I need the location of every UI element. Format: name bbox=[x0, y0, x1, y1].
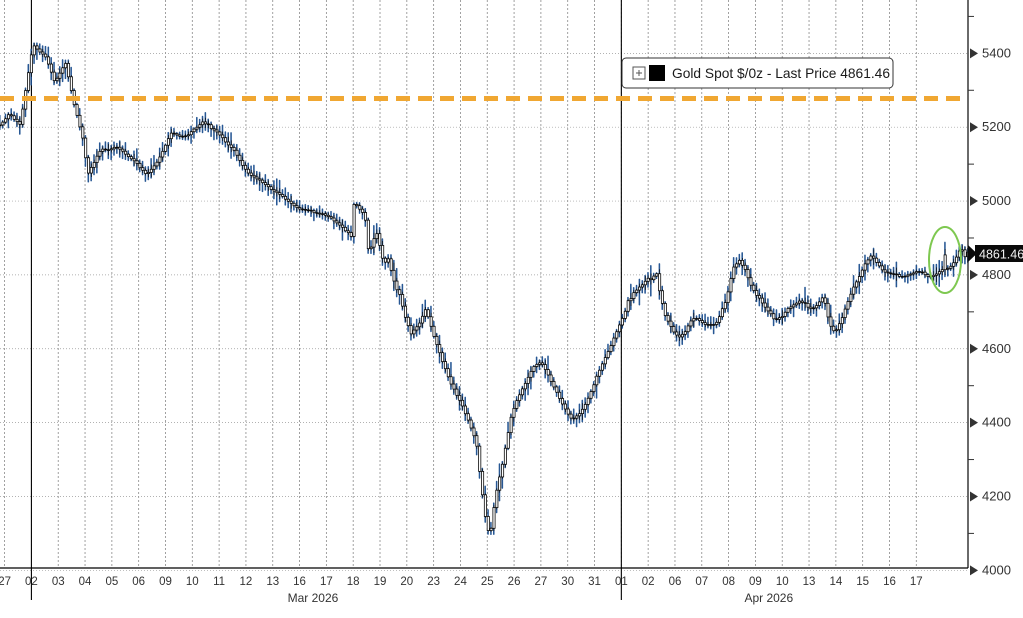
svg-text:23: 23 bbox=[427, 576, 440, 588]
svg-text:27: 27 bbox=[534, 576, 547, 588]
svg-text:11: 11 bbox=[213, 576, 225, 588]
svg-text:5200: 5200 bbox=[982, 119, 1011, 134]
svg-text:24: 24 bbox=[454, 576, 467, 588]
svg-text:01: 01 bbox=[615, 576, 628, 588]
svg-text:17: 17 bbox=[910, 576, 923, 588]
svg-text:10: 10 bbox=[776, 576, 789, 588]
svg-text:Apr 2026: Apr 2026 bbox=[744, 591, 793, 605]
svg-text:16: 16 bbox=[883, 576, 896, 588]
svg-text:07: 07 bbox=[695, 576, 708, 588]
svg-text:18: 18 bbox=[347, 576, 360, 588]
svg-text:30: 30 bbox=[561, 576, 574, 588]
svg-text:19: 19 bbox=[374, 576, 387, 588]
svg-text:31: 31 bbox=[588, 576, 601, 588]
svg-text:06: 06 bbox=[132, 576, 145, 588]
svg-text:4000: 4000 bbox=[982, 562, 1011, 577]
svg-text:20: 20 bbox=[400, 576, 413, 588]
svg-text:16: 16 bbox=[293, 576, 306, 588]
svg-text:13: 13 bbox=[266, 576, 279, 588]
svg-text:Gold Spot $/0z - Last Price 48: Gold Spot $/0z - Last Price 4861.46 bbox=[672, 65, 890, 81]
svg-text:17: 17 bbox=[320, 576, 333, 588]
svg-text:09: 09 bbox=[159, 576, 172, 588]
svg-text:5400: 5400 bbox=[982, 45, 1011, 60]
svg-text:4200: 4200 bbox=[982, 488, 1011, 503]
svg-text:10: 10 bbox=[186, 576, 199, 588]
svg-text:03: 03 bbox=[52, 576, 65, 588]
svg-text:4600: 4600 bbox=[982, 341, 1011, 356]
svg-text:4861.46: 4861.46 bbox=[979, 248, 1023, 262]
svg-text:25: 25 bbox=[481, 576, 494, 588]
svg-text:08: 08 bbox=[722, 576, 735, 588]
svg-text:Mar 2026: Mar 2026 bbox=[288, 591, 339, 605]
svg-text:09: 09 bbox=[749, 576, 762, 588]
svg-text:5000: 5000 bbox=[982, 193, 1011, 208]
svg-text:4400: 4400 bbox=[982, 415, 1011, 430]
svg-text:15: 15 bbox=[856, 576, 869, 588]
svg-text:14: 14 bbox=[829, 576, 842, 588]
svg-text:02: 02 bbox=[642, 576, 655, 588]
svg-text:06: 06 bbox=[669, 576, 682, 588]
svg-text:26: 26 bbox=[508, 576, 521, 588]
svg-text:4800: 4800 bbox=[982, 267, 1011, 282]
svg-text:13: 13 bbox=[803, 576, 816, 588]
svg-text:02: 02 bbox=[25, 576, 38, 588]
svg-text:05: 05 bbox=[105, 576, 118, 588]
svg-text:12: 12 bbox=[240, 576, 253, 588]
svg-text:04: 04 bbox=[79, 576, 92, 588]
svg-text:27: 27 bbox=[0, 576, 11, 588]
